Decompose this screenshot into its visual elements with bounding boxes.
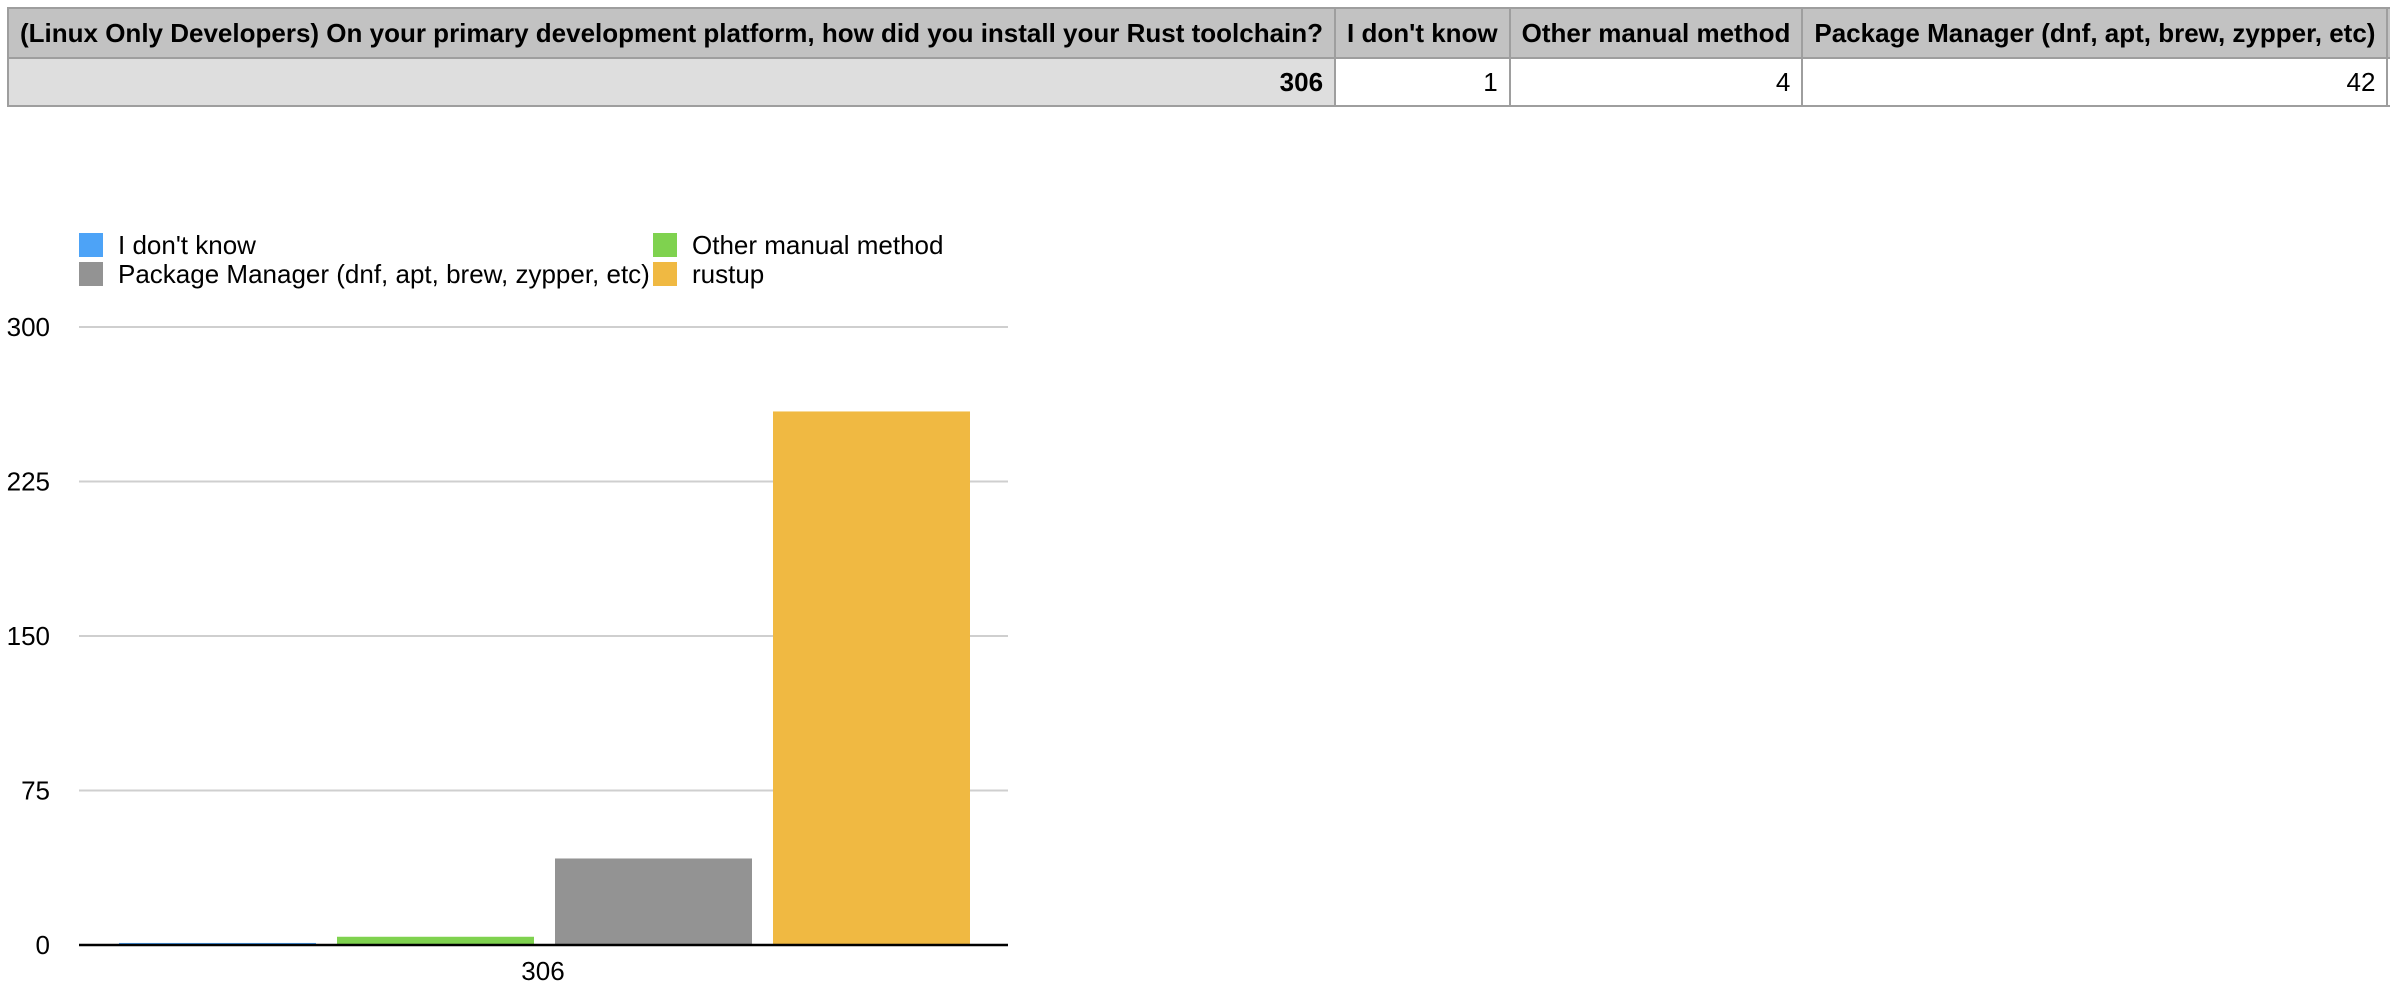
- cell-i-dont-know[interactable]: 1: [1334, 57, 1511, 107]
- bar-1: [337, 936, 534, 945]
- legend-swatch-i-dont-know: [79, 233, 103, 257]
- row-label-cell[interactable]: 306: [6, 57, 1337, 107]
- y-tick-label: 225: [7, 467, 50, 497]
- header-question[interactable]: (Linux Only Developers) On your primary …: [6, 7, 1337, 59]
- cell-rustup[interactable]: 259: [2386, 57, 2390, 107]
- header-other-manual-method[interactable]: Other manual method: [1508, 7, 1804, 59]
- cell-other-manual-method[interactable]: 4: [1508, 57, 1804, 107]
- legend-swatch-package-manager: [79, 262, 103, 286]
- y-tick-label: 0: [36, 930, 50, 960]
- bar-3: [773, 411, 970, 945]
- y-tick-label: 300: [7, 312, 50, 342]
- legend-item-rustup: rustup: [653, 259, 764, 289]
- legend-label-other-manual-method: Other manual method: [692, 229, 944, 260]
- legend-label-package-manager: Package Manager (dnf, apt, brew, zypper,…: [118, 258, 650, 289]
- bar-2: [555, 858, 752, 945]
- x-category-label: 306: [521, 956, 564, 986]
- y-tick-label: 75: [21, 776, 50, 806]
- header-rustup[interactable]: rustup: [2386, 7, 2390, 59]
- legend-swatch-other-manual-method: [653, 233, 677, 257]
- header-package-manager[interactable]: Package Manager (dnf, apt, brew, zypper,…: [1801, 7, 2389, 59]
- bar-chart: I don't know Other manual method Package…: [0, 200, 1040, 992]
- legend-label-rustup: rustup: [692, 258, 765, 289]
- y-tick-label: 150: [7, 621, 50, 651]
- legend-swatch-rustup: [653, 262, 677, 286]
- data-table: (Linux Only Developers) On your primary …: [6, 7, 2390, 107]
- legend-item-other-manual-method: Other manual method: [653, 230, 943, 260]
- cell-package-manager[interactable]: 42: [1801, 57, 2389, 107]
- chart-plot-area: 0 75 150 225 300 306: [7, 312, 1008, 986]
- legend-item-i-dont-know: I don't know: [79, 230, 256, 260]
- table-row: 306 1 4 42 259: [6, 57, 2390, 107]
- header-row: (Linux Only Developers) On your primary …: [6, 7, 2390, 59]
- legend-item-package-manager: Package Manager (dnf, apt, brew, zypper,…: [79, 259, 650, 289]
- legend-label-i-dont-know: I don't know: [118, 229, 256, 260]
- header-i-dont-know[interactable]: I don't know: [1334, 7, 1511, 59]
